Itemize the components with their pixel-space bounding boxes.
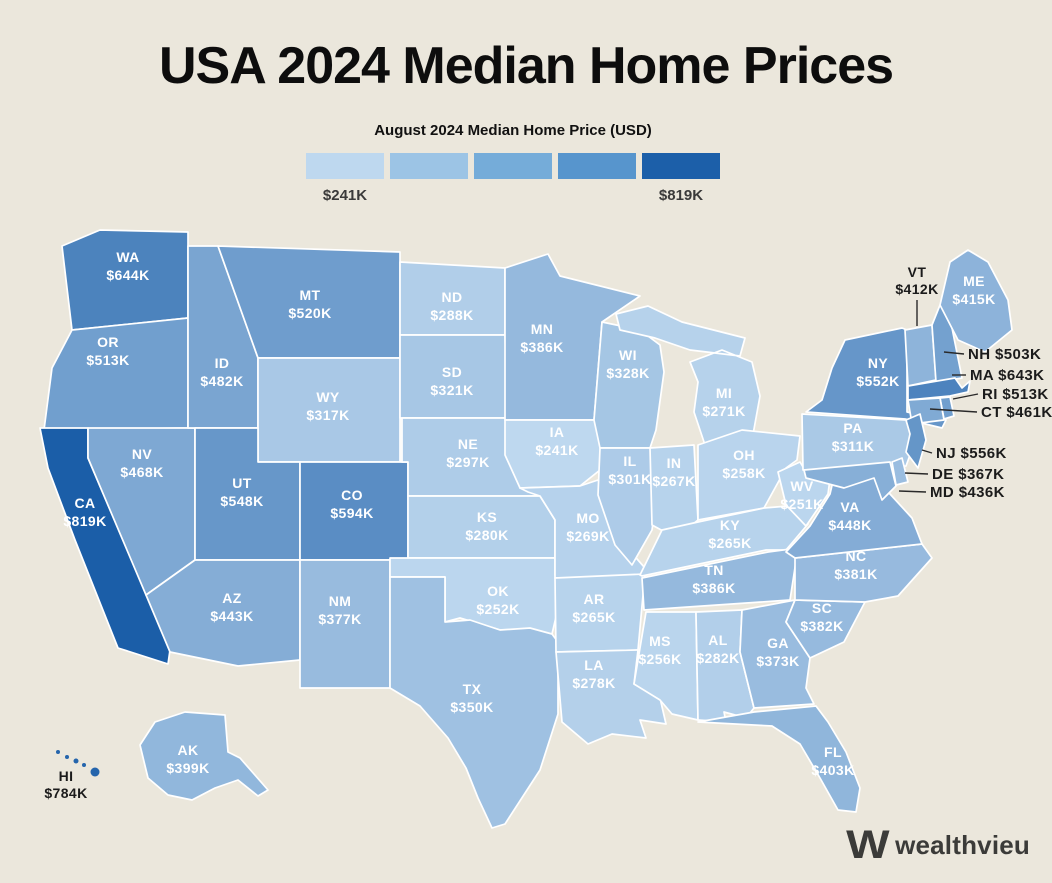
page-title: USA 2024 Median Home Prices [158, 37, 894, 95]
legend-color-ramp [306, 153, 720, 179]
state-label-OR: OR $513K [86, 334, 129, 368]
state-HI-island-3 [73, 758, 79, 764]
state-label-WI: WI $328K [606, 347, 649, 381]
state-NJ [905, 413, 927, 469]
state-label-AL: AL $282K [696, 632, 739, 666]
leader-line-CT [929, 408, 978, 413]
state-label-LA: LA $278K [572, 657, 615, 691]
state-label-NV: NV $468K [120, 446, 163, 480]
state-label-IN: IN $267K [652, 455, 695, 489]
state-AR [554, 573, 646, 653]
legend: August 2024 Median Home Price (USD) $241… [306, 122, 720, 209]
callout-label-NH: NH $503K [968, 346, 1041, 363]
callout-label-NJ: NJ $556K [936, 445, 1007, 462]
state-HI-island-4 [82, 763, 86, 767]
callout-label-VT: VT $412K [895, 264, 938, 297]
leader-line-RI [952, 393, 979, 400]
state-TX [389, 576, 559, 829]
state-label-MO: MO $269K [566, 510, 609, 544]
state-label-MN: MN $386K [520, 321, 563, 355]
state-label-NC: NC $381K [834, 548, 877, 582]
brand-logo: W wealthvieu [846, 823, 1030, 867]
state-label-TN: TN $386K [692, 562, 735, 596]
legend-axis-labels: $241K $819K [306, 187, 720, 209]
state-FL [697, 705, 861, 813]
state-label-PA: PA $311K [832, 420, 874, 454]
state-NH [931, 304, 963, 383]
state-OH [697, 429, 801, 521]
state-label-ID: ID $482K [200, 355, 243, 389]
state-MD [803, 461, 897, 501]
callout-label-RI: RI $513K [982, 386, 1049, 403]
state-ME [939, 249, 1013, 353]
state-label-OK: OK $252K [476, 583, 519, 617]
callout-label-MD: MD $436K [930, 484, 1005, 501]
legend-swatch-3 [474, 153, 552, 179]
state-label-WY: WY $317K [306, 389, 349, 423]
state-label-TX: TX $350K [450, 681, 493, 715]
state-label-NM: NM $377K [318, 593, 361, 627]
legend-title: August 2024 Median Home Price (USD) [374, 122, 652, 139]
state-label-IL: IL $301K [608, 453, 651, 487]
state-AK [139, 711, 269, 801]
callout-label-DE: DE $367K [932, 466, 1004, 483]
state-HI-island-2 [65, 755, 69, 759]
state-label-ME: ME $415K [952, 273, 995, 307]
callout-label-CT: CT $461K [981, 404, 1052, 421]
state-label-MT: MT $520K [288, 287, 331, 321]
state-label-SC: SC $382K [800, 600, 843, 634]
callout-label-MA: MA $643K [970, 367, 1044, 384]
state-label-NE: NE $297K [446, 436, 489, 470]
state-label-WA: WA $644K [106, 249, 149, 283]
state-label-OH: OH $258K [722, 447, 765, 481]
state-WI [593, 321, 665, 449]
legend-min-label: $241K [322, 187, 368, 204]
state-VT [904, 324, 937, 387]
leader-line-MD [898, 490, 927, 493]
state-label-CA: CA $819K [63, 495, 106, 529]
state-label-VA: VA $448K [828, 499, 871, 533]
wealthvieu-logo-icon: W [846, 823, 890, 867]
leader-line-NH [943, 351, 965, 355]
state-label-KY: KY $265K [708, 517, 751, 551]
legend-swatch-1 [306, 153, 384, 179]
state-label-AK: AK $399K [166, 742, 209, 776]
state-label-MS: MS $256K [638, 633, 681, 667]
legend-swatch-5 [642, 153, 720, 179]
state-label-NY: NY $552K [856, 355, 899, 389]
state-label-ND: ND $288K [430, 289, 473, 323]
state-label-UT: UT $548K [220, 475, 263, 509]
state-label-CO: CO $594K [330, 487, 373, 521]
callout-label-HI: HI $784K [44, 768, 87, 801]
legend-max-label: $819K [658, 187, 704, 204]
leader-line-DE [904, 472, 929, 475]
leader-line-NJ [921, 449, 933, 454]
legend-swatch-2 [390, 153, 468, 179]
legend-swatch-4 [558, 153, 636, 179]
state-label-IA: IA $241K [535, 424, 578, 458]
state-HI-island-5 [90, 767, 100, 777]
state-label-AZ: AZ $443K [210, 590, 253, 624]
brand-name: wealthvieu [895, 829, 1030, 860]
state-label-MI: MI $271K [702, 385, 745, 419]
state-label-AR: AR $265K [572, 591, 615, 625]
state-label-KS: KS $280K [465, 509, 508, 543]
state-label-SD: SD $321K [430, 364, 473, 398]
state-TN [641, 547, 799, 611]
state-label-GA: GA $373K [756, 635, 799, 669]
state-label-WV: WV $251K [780, 478, 823, 512]
state-label-FL: FL $403K [811, 744, 854, 778]
state-HI-island-1 [56, 750, 60, 754]
